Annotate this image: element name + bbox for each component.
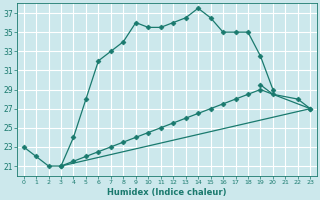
X-axis label: Humidex (Indice chaleur): Humidex (Indice chaleur) <box>107 188 227 197</box>
